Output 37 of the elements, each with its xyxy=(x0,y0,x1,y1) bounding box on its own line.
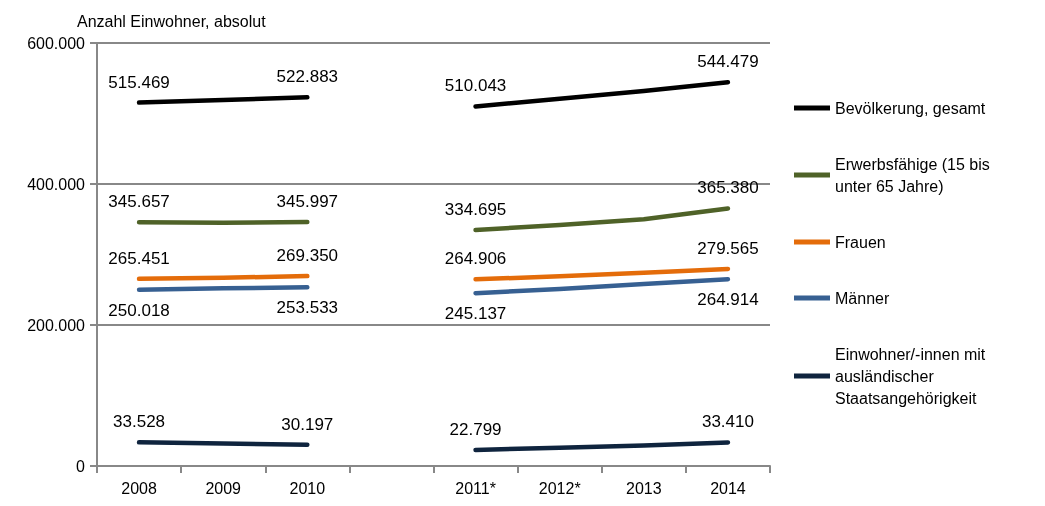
y-tick-label: 200.000 xyxy=(27,316,86,334)
legend-label: Einwohner/-innen mit ausländischer Staatsangehörigkeit xyxy=(835,345,990,407)
data-label: 245.137 xyxy=(444,304,507,324)
data-label: 365.380 xyxy=(697,178,759,198)
y-tick-label: 0 xyxy=(76,457,86,475)
x-tick-label: 2013 xyxy=(626,479,662,497)
data-label: 515.469 xyxy=(108,72,170,92)
data-label: 279.565 xyxy=(697,238,759,258)
legend-label: Bevölkerung, gesamt xyxy=(835,99,986,117)
legend-label: Erwerbsfähige (15 bis unter 65 Jahre) xyxy=(835,155,995,195)
legend-label: Männer xyxy=(835,289,890,307)
data-label: 264.906 xyxy=(444,249,507,269)
x-tick-label: 2009 xyxy=(205,479,242,497)
data-label: 250.018 xyxy=(108,300,170,320)
x-tick-label: 2011* xyxy=(455,479,496,497)
data-label: 30.197 xyxy=(281,414,334,434)
data-label: 345.997 xyxy=(276,192,339,212)
legend-label: Frauen xyxy=(835,233,886,251)
data-label: 264.914 xyxy=(697,290,759,310)
data-label: 33.528 xyxy=(113,412,166,432)
x-tick-label: 2008 xyxy=(121,479,157,497)
data-label: 253.533 xyxy=(276,298,339,318)
x-tick-label: 2010 xyxy=(289,479,326,497)
data-label: 544.479 xyxy=(697,52,759,72)
x-tick-label: 2012* xyxy=(538,479,581,497)
data-label: 265.451 xyxy=(108,248,170,268)
data-label: 33.410 xyxy=(701,412,754,432)
data-label: 334.695 xyxy=(444,200,507,220)
data-label: 510.043 xyxy=(444,76,507,96)
data-label: 269.350 xyxy=(276,246,339,266)
data-label: 345.657 xyxy=(108,192,170,212)
y-tick-label: 600.000 xyxy=(27,34,86,52)
y-tick-label: 400.000 xyxy=(27,175,86,193)
data-label: 22.799 xyxy=(449,419,502,439)
x-tick-label: 2014 xyxy=(710,479,746,497)
data-label: 522.883 xyxy=(276,67,339,87)
y-axis-title: Anzahl Einwohner, absolut xyxy=(77,12,267,30)
